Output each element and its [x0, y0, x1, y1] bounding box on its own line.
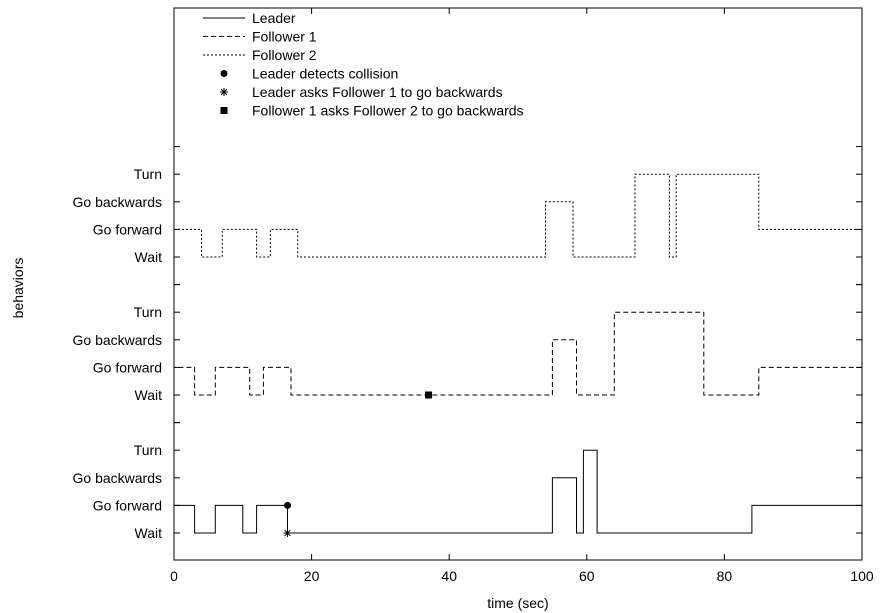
- y-tick-label-leader: Go backwards: [73, 470, 162, 486]
- behavior-traces: [173, 173, 862, 534]
- asterisk-stroke: [284, 529, 291, 537]
- y-tick-label-follower-2: Go forward: [93, 221, 162, 237]
- x-axis: 0 20 40 60 80 100: [170, 8, 874, 584]
- legend-marker-square: [220, 107, 228, 114]
- series-follower-1: [173, 311, 862, 396]
- legend-label-square: Follower 1 asks Follower 2 to go backwar…: [252, 103, 524, 119]
- series-follower-2: [174, 173, 862, 258]
- y-tick-label-follower-2: Go backwards: [73, 194, 162, 210]
- legend-label-leader: Leader: [252, 10, 296, 26]
- x-tick-label: 40: [441, 568, 457, 584]
- y-tick-label-follower-1: Turn: [134, 304, 162, 320]
- y-tick-label-follower-2: Wait: [135, 249, 163, 265]
- y-tick-label-follower-2: Turn: [134, 166, 162, 182]
- x-tick-label: 80: [717, 568, 733, 584]
- x-tick-label: 100: [850, 568, 874, 584]
- event-marker-square: [425, 391, 433, 399]
- y-tick-label-follower-1: Wait: [135, 387, 163, 403]
- legend-label-circle: Leader detects collision: [252, 66, 398, 82]
- asterisk-stroke: [220, 88, 228, 96]
- y-tick-label-leader: Turn: [134, 442, 162, 458]
- series-leader: [173, 449, 862, 534]
- legend-marker-circle: [220, 70, 228, 77]
- legend-marker-asterisk: [220, 88, 228, 96]
- x-tick-label: 0: [170, 568, 178, 584]
- x-axis-label: time (sec): [487, 595, 548, 611]
- y-tick-label-leader: Go forward: [93, 497, 162, 513]
- x-tick-label: 20: [304, 568, 320, 584]
- legend-label-follower-2: Follower 2: [252, 47, 317, 63]
- y-tick-label-follower-1: Go forward: [93, 359, 162, 375]
- legend-label-asterisk: Leader asks Follower 1 to go backwards: [252, 84, 503, 100]
- y-axis-label: behaviors: [10, 258, 26, 319]
- plot-frame: [173, 7, 863, 561]
- event-markers: [283, 391, 433, 537]
- event-marker-circle: [284, 501, 292, 509]
- y-tick-label-follower-1: Go backwards: [73, 332, 162, 348]
- behavior-panels: Wait Go forward Go backwards Turn Wait Go for…: [73, 146, 862, 541]
- y-tick-label-leader: Wait: [135, 525, 163, 541]
- event-marker-asterisk: [283, 529, 292, 537]
- legend: Leader Follower 1 Follower 2 Leader detects…: [203, 10, 524, 119]
- x-tick-label: 60: [579, 568, 595, 584]
- legend-label-follower-1: Follower 1: [252, 29, 317, 45]
